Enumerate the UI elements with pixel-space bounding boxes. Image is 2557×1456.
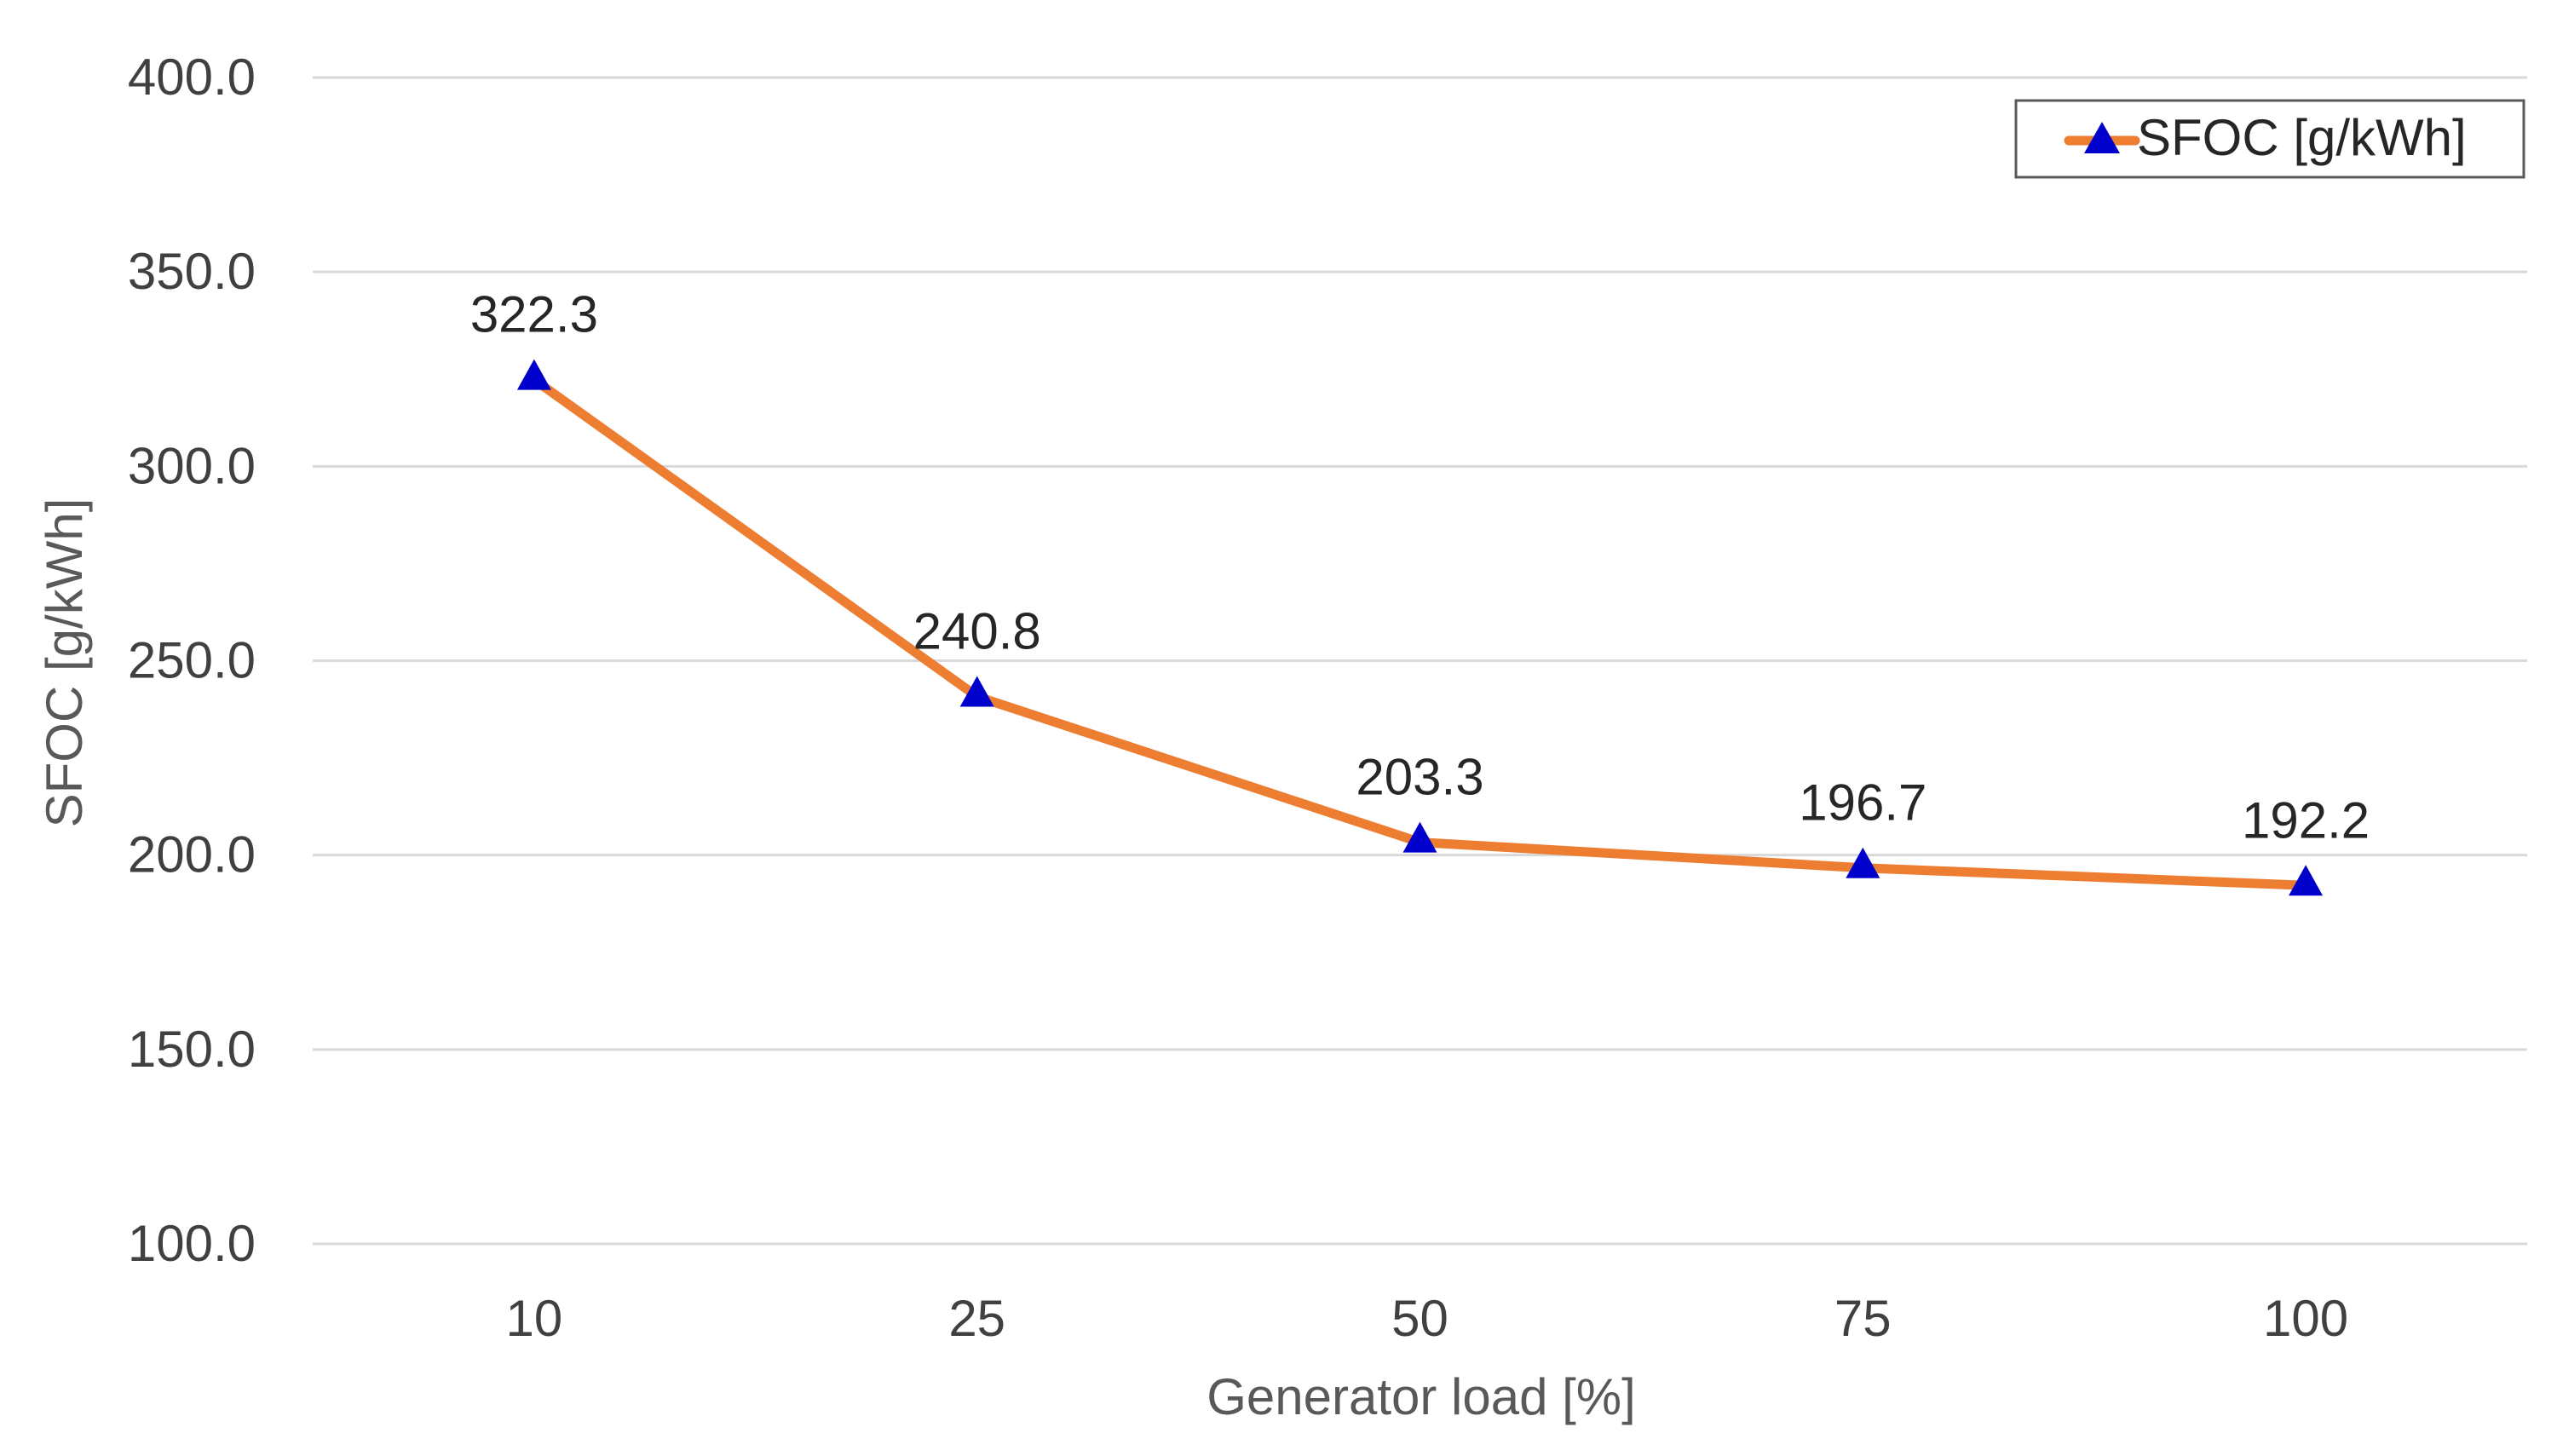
gridlines	[313, 76, 2527, 1246]
data-label: 203.3	[1356, 749, 1483, 806]
series-sfoc	[516, 359, 2324, 896]
x-tick-label: 100	[2263, 1290, 2348, 1347]
y-tick-label: 100.0	[128, 1215, 256, 1272]
x-axis-title: Generator load [%]	[1207, 1368, 1636, 1425]
legend-triangle-marker-icon	[2084, 122, 2120, 153]
y-tick-label: 150.0	[128, 1021, 256, 1078]
data-point-marker	[2289, 865, 2324, 896]
data-point-marker	[1402, 821, 1437, 853]
data-point-marker	[516, 359, 551, 390]
y-tick-label: 300.0	[128, 437, 256, 494]
legend: SFOC [g/kWh]	[2014, 99, 2525, 179]
data-labels: 322.3 240.8 203.3 196.7 192.2	[470, 286, 2370, 849]
legend-label: SFOC [g/kWh]	[2137, 109, 2467, 166]
y-axis-title: SFOC [g/kWh]	[36, 498, 93, 828]
y-axis-ticks: 100.0 150.0 200.0 250.0 300.0 350.0 400.0	[128, 49, 256, 1272]
data-label: 322.3	[470, 286, 598, 343]
y-tick-label: 250.0	[128, 632, 256, 689]
data-label: 240.8	[913, 602, 1041, 659]
x-tick-label: 50	[1391, 1290, 1448, 1347]
x-tick-label: 75	[1834, 1290, 1892, 1347]
data-label: 196.7	[1799, 774, 1926, 832]
y-tick-label: 400.0	[128, 49, 256, 106]
data-point-marker	[959, 676, 994, 707]
x-tick-label: 25	[948, 1290, 1005, 1347]
data-label: 192.2	[2242, 791, 2370, 849]
data-point-marker	[1846, 847, 1880, 878]
y-tick-label: 200.0	[128, 826, 256, 883]
x-tick-label: 10	[506, 1290, 563, 1347]
series-line	[529, 375, 2311, 890]
y-tick-label: 350.0	[128, 243, 256, 300]
x-axis-ticks: 10 25 50 75 100	[506, 1290, 2349, 1347]
